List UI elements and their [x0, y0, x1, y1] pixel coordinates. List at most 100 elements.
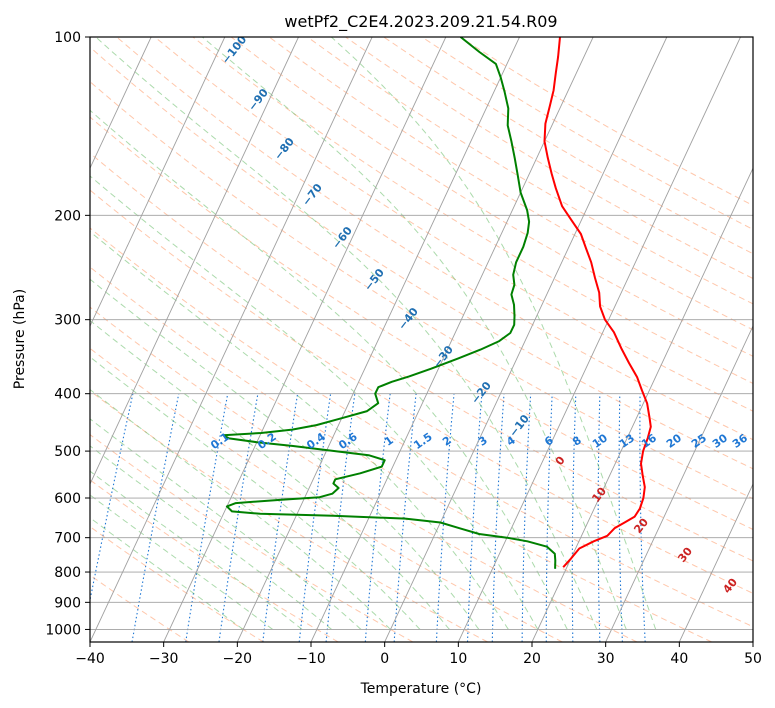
- x-tick-label: −20: [223, 651, 253, 667]
- mixing-ratio-label: 6: [542, 433, 556, 448]
- isotherm: [236, 37, 520, 642]
- moist-adiabat: [90, 356, 421, 630]
- mixing-ratio-label: 30: [710, 431, 730, 451]
- mixing-ratio-label: 0.6: [336, 430, 360, 452]
- x-axis-title: Temperature (°C): [360, 681, 482, 697]
- mixing-ratio-line: [262, 393, 299, 642]
- dry-adiabat: [307, 37, 753, 305]
- isotherm: [90, 37, 373, 642]
- x-tick-label: 30: [597, 651, 615, 667]
- mixing-ratio-label: 25: [689, 431, 709, 450]
- isotherm: [752, 640, 753, 642]
- dry-adiabat-label: −50: [362, 266, 388, 294]
- y-tick-label: 800: [54, 565, 81, 581]
- mixing-ratio-label: 0.1: [208, 430, 231, 452]
- mixing-ratio-line: [435, 393, 455, 642]
- dry-adiabat-label: 20: [631, 516, 651, 536]
- mixing-ratio-label: 16: [639, 431, 659, 451]
- x-tick-label: 10: [449, 651, 467, 667]
- dry-adiabat: [90, 189, 753, 594]
- x-tick-label: 40: [670, 651, 688, 667]
- dry-adiabat: [90, 152, 753, 562]
- dry-adiabat: [383, 37, 753, 255]
- isotherm: [0, 37, 4, 642]
- mixing-ratio-line: [618, 393, 623, 642]
- y-tick-label: 1000: [45, 622, 81, 638]
- mixing-ratio-line: [466, 393, 483, 642]
- x-tick-label: 50: [744, 651, 762, 667]
- profile-lines: [222, 37, 652, 569]
- moist-adiabat: [330, 37, 657, 630]
- isotherm: [90, 37, 299, 486]
- series-line-1: [222, 37, 557, 569]
- plot-frame: [89, 36, 754, 643]
- isotherm: [163, 37, 447, 642]
- dry-adiabat: [116, 37, 753, 441]
- dry-adiabat-label: 40: [720, 576, 740, 596]
- moist-adiabat: [90, 517, 244, 630]
- mixing-ratio-label: 10: [590, 431, 610, 451]
- dry-adiabat: [90, 46, 753, 470]
- dry-adiabat: [90, 574, 190, 642]
- isotherm: [310, 37, 594, 642]
- dry-adiabat-label: −90: [246, 86, 272, 114]
- dry-adiabat: [90, 390, 488, 642]
- dry-adiabat: [192, 37, 753, 384]
- mixing-ratio-line: [131, 393, 180, 642]
- mixing-ratio-line: [298, 393, 332, 642]
- moist-adiabat: [90, 278, 480, 630]
- dry-adiabat-label: −60: [330, 224, 356, 252]
- moist-adiabat: [201, 37, 627, 630]
- mixing-ratio-label: 3: [476, 434, 490, 449]
- dry-adiabat: [90, 266, 712, 642]
- y-tick-label: 700: [54, 531, 81, 547]
- dry-adiabat-label: −30: [431, 343, 457, 371]
- y-tick-label: 900: [54, 595, 81, 611]
- line-labels: −100−90−80−70−60−50−40−30−20−10010203040…: [208, 37, 750, 596]
- y-tick-label: 400: [54, 387, 81, 403]
- dry-adiabat: [90, 306, 638, 642]
- dry-adiabat: [90, 81, 753, 500]
- mixing-ratio-line: [325, 393, 356, 642]
- x-tick-label: −40: [75, 651, 105, 667]
- x-tick-label: −10: [296, 651, 326, 667]
- moist-adiabat: [90, 230, 509, 630]
- mixing-ratio-label: 36: [730, 431, 750, 451]
- moist-adiabat: [90, 319, 450, 630]
- mixing-ratio-label: 1.5: [411, 430, 434, 452]
- y-tick-label: 500: [54, 444, 81, 460]
- mixing-ratio-line: [185, 393, 229, 642]
- mixing-ratio-line: [364, 393, 391, 642]
- dry-adiabat-label: −80: [272, 135, 298, 163]
- x-tick-label: −30: [149, 651, 179, 667]
- dry-adiabat: [90, 116, 753, 530]
- isotherm: [678, 482, 753, 642]
- mixing-ratio-line: [545, 393, 553, 642]
- moist-adiabat: [90, 388, 391, 630]
- y-axis-title: Pressure (hPa): [12, 289, 28, 389]
- dry-adiabat: [345, 37, 753, 280]
- mixing-ratio-label: 8: [570, 434, 584, 449]
- x-tick-label: 20: [523, 651, 541, 667]
- dry-adiabat: [90, 347, 563, 642]
- y-tick-label: 600: [54, 491, 81, 507]
- dry-adiabat: [90, 227, 753, 628]
- mixing-ratio-label: 2: [440, 434, 454, 449]
- mixing-ratio-label: 13: [617, 431, 637, 450]
- dry-adiabat-label: 0: [553, 454, 568, 468]
- dry-adiabat: [90, 526, 264, 642]
- isotherm: [90, 37, 226, 328]
- mixing-ratio-line: [597, 393, 601, 642]
- y-tick-label: 200: [54, 208, 81, 224]
- mixing-ratio-line: [521, 393, 532, 642]
- dry-adiabat: [230, 37, 753, 357]
- mixing-ratio-line: [571, 393, 577, 642]
- chart-title: wetPf2_C2E4.2023.209.21.54.R09: [284, 12, 557, 32]
- moist-adiabat: [90, 445, 332, 630]
- moist-adiabat: [95, 37, 598, 630]
- moist-adiabat: [90, 470, 303, 630]
- dry-adiabat-label: 30: [675, 545, 695, 565]
- y-tick-label: 100: [54, 30, 81, 46]
- series-line-0: [543, 37, 652, 568]
